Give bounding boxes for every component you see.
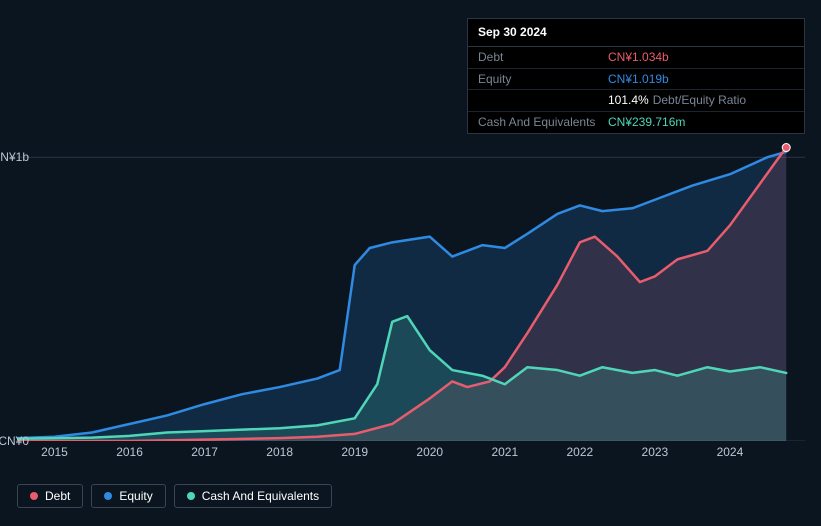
legend-dot-icon xyxy=(30,492,38,500)
x-axis-label: 2016 xyxy=(116,445,143,459)
tooltip-row-label xyxy=(478,92,608,109)
legend-item-cash-and-equivalents[interactable]: Cash And Equivalents xyxy=(174,484,332,508)
x-axis-label: 2024 xyxy=(717,445,744,459)
x-axis-label: 2017 xyxy=(191,445,218,459)
x-axis-label: 2022 xyxy=(566,445,593,459)
tooltip-row-label: Debt xyxy=(478,49,608,66)
x-axis-label: 2018 xyxy=(266,445,293,459)
y-axis-label: CN¥0 xyxy=(0,434,29,448)
legend-dot-icon xyxy=(187,492,195,500)
legend-label: Equity xyxy=(119,489,152,503)
tooltip-row-suffix: Debt/Equity Ratio xyxy=(653,92,746,109)
debt-equity-chart[interactable]: 2015201620172018201920202021202220232024… xyxy=(17,143,805,441)
chart-svg xyxy=(17,143,805,441)
legend-item-equity[interactable]: Equity xyxy=(91,484,165,508)
tooltip-row-label: Equity xyxy=(478,71,608,88)
tooltip-row: DebtCN¥1.034b xyxy=(468,47,804,69)
x-axis-label: 2023 xyxy=(642,445,669,459)
tooltip-row-value: CN¥1.034b xyxy=(608,49,669,66)
chart-legend: Debt Equity Cash And Equivalents xyxy=(17,484,332,508)
x-axis: 2015 2016 2017 2018 2019 2020 2021 2022 2023 2024 xyxy=(17,441,805,461)
legend-label: Cash And Equivalents xyxy=(202,489,319,503)
y-axis-label: CN¥1b xyxy=(0,150,29,164)
tooltip-row-label: Cash And Equivalents xyxy=(478,114,608,131)
legend-label: Debt xyxy=(45,489,70,503)
tooltip-row-value: CN¥239.716m xyxy=(608,114,685,131)
x-axis-label: 2021 xyxy=(491,445,518,459)
x-axis-label: 2019 xyxy=(341,445,368,459)
tooltip-row: EquityCN¥1.019b xyxy=(468,69,804,91)
tooltip-row: 101.4%Debt/Equity Ratio xyxy=(468,90,804,112)
legend-item-debt[interactable]: Debt xyxy=(17,484,83,508)
x-axis-label: 2015 xyxy=(41,445,68,459)
x-axis-label: 2020 xyxy=(416,445,443,459)
tooltip-rows: DebtCN¥1.034bEquityCN¥1.019b101.4%Debt/E… xyxy=(468,47,804,133)
tooltip-date: Sep 30 2024 xyxy=(468,19,804,47)
chart-tooltip: Sep 30 2024 DebtCN¥1.034bEquityCN¥1.019b… xyxy=(467,18,805,134)
tooltip-row-value: 101.4% xyxy=(608,92,649,109)
tooltip-row-value: CN¥1.019b xyxy=(608,71,669,88)
legend-dot-icon xyxy=(104,492,112,500)
tooltip-row: Cash And EquivalentsCN¥239.716m xyxy=(468,112,804,133)
